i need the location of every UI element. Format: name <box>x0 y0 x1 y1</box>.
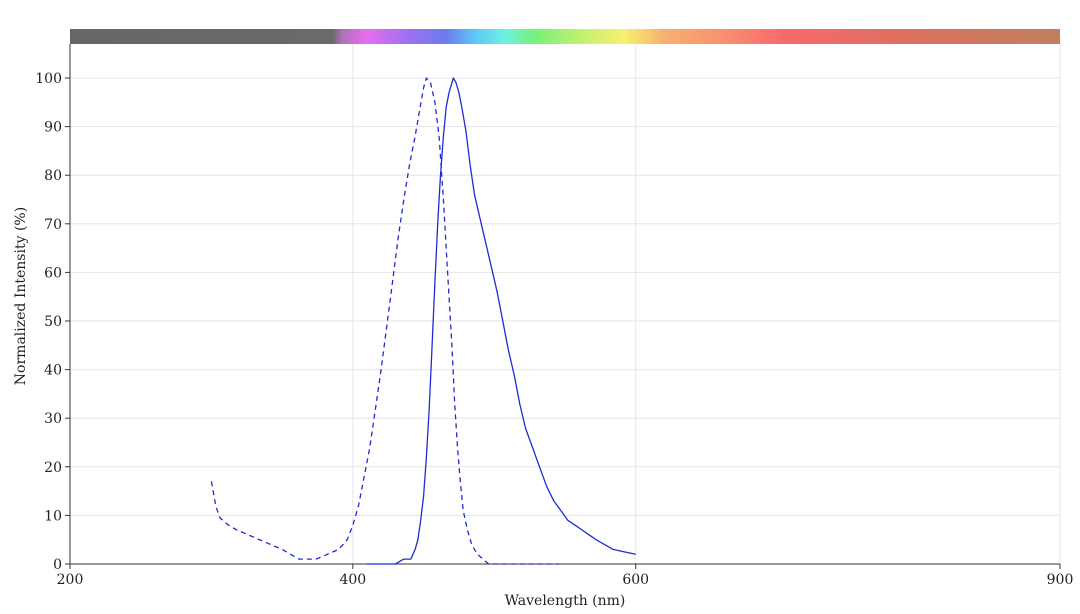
y-tick-label: 40 <box>44 363 62 379</box>
y-tick-label: 30 <box>44 411 62 427</box>
y-axis-title: Normalized Intensity (%) <box>13 207 29 385</box>
y-tick-label: 100 <box>35 71 62 87</box>
x-tick-label: 200 <box>57 572 84 588</box>
y-tick-label: 0 <box>53 557 62 573</box>
y-tick-label: 20 <box>44 460 62 476</box>
series-layer <box>210 77 636 565</box>
grid <box>70 44 1061 564</box>
x-tick-label: 900 <box>1047 572 1074 588</box>
axes <box>65 44 1061 569</box>
emission-series-line <box>367 77 636 565</box>
y-tick-label: 10 <box>44 508 62 524</box>
spectrum-color-bar <box>70 29 1060 44</box>
y-tick-label: 50 <box>44 314 62 330</box>
tick-labels: 0 10 20 30 40 50 60 70 80 90 100 200 400 600 900 <box>35 71 1073 588</box>
x-tick-label: 400 <box>339 572 366 588</box>
x-tick-label: 600 <box>622 572 649 588</box>
y-tick-label: 80 <box>44 168 62 184</box>
y-tick-label: 70 <box>44 217 62 233</box>
y-tick-label: 60 <box>44 265 62 281</box>
x-axis-title: Wavelength (nm) <box>505 593 626 609</box>
excitation-series-line <box>210 77 560 565</box>
y-tick-label: 90 <box>44 120 62 136</box>
